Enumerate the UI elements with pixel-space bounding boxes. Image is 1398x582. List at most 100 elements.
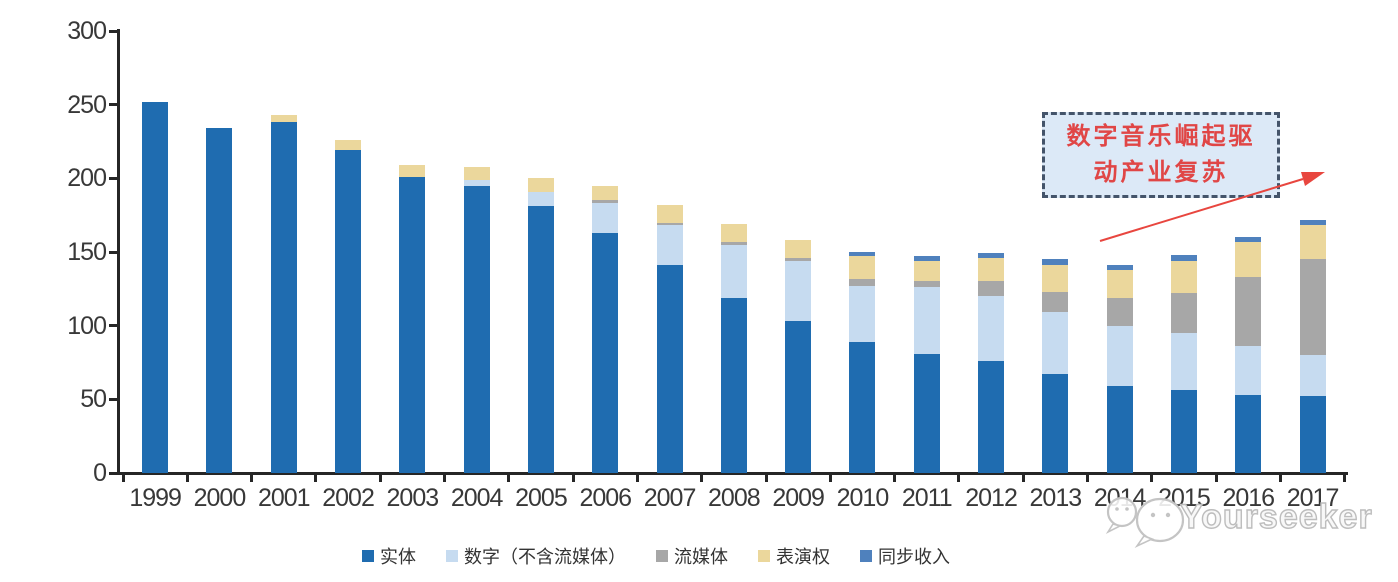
x-tick-mark bbox=[1021, 474, 1025, 482]
x-tick-mark bbox=[1278, 474, 1282, 482]
bar-segment bbox=[720, 241, 747, 245]
x-tick-label: 2016 bbox=[1222, 484, 1275, 512]
y-tick-mark bbox=[109, 29, 118, 33]
bar-segment bbox=[1170, 293, 1197, 334]
bar-segment bbox=[1042, 265, 1069, 292]
x-tick-mark bbox=[828, 474, 832, 482]
legend-label: 实体 bbox=[380, 547, 416, 567]
legend: 实体 数字（不含流媒体） 流媒体 表演权 同步收入 bbox=[362, 543, 950, 569]
legend-item: 数字（不含流媒体） bbox=[446, 543, 626, 569]
x-tick-label: 2008 bbox=[708, 484, 761, 512]
bar-segment bbox=[335, 150, 362, 473]
bar-segment bbox=[206, 128, 233, 473]
bar-segment bbox=[1299, 219, 1326, 226]
bar-segment bbox=[592, 200, 619, 204]
y-tick-mark bbox=[109, 471, 118, 475]
x-tick-mark bbox=[1150, 474, 1154, 482]
x-tick-label: 2009 bbox=[772, 484, 825, 512]
legend-swatch-icon bbox=[362, 550, 374, 562]
legend-item: 同步收入 bbox=[860, 543, 950, 569]
x-tick-mark bbox=[250, 474, 254, 482]
y-tick-label: 300 bbox=[67, 17, 107, 45]
bar-segment bbox=[1042, 291, 1069, 313]
bar-segment bbox=[978, 361, 1005, 473]
bar-segment bbox=[1299, 259, 1326, 356]
y-axis-line bbox=[117, 29, 120, 475]
bar-segment bbox=[527, 178, 554, 192]
bar-segment bbox=[720, 224, 747, 242]
bar-segment bbox=[463, 179, 490, 186]
y-tick-label: 200 bbox=[67, 164, 107, 193]
bar-segment bbox=[1042, 374, 1069, 473]
bar-segment bbox=[978, 253, 1005, 258]
bar-segment bbox=[527, 191, 554, 207]
bar-segment bbox=[785, 321, 812, 473]
bar-segment bbox=[592, 203, 619, 233]
legend-item: 实体 bbox=[362, 543, 416, 569]
legend-swatch-icon bbox=[860, 550, 872, 562]
x-tick-label: 2002 bbox=[322, 484, 375, 512]
bar-segment bbox=[399, 165, 426, 177]
x-tick-mark bbox=[443, 474, 446, 482]
x-tick-mark bbox=[378, 474, 382, 482]
y-tick-mark bbox=[109, 250, 118, 254]
x-tick-mark bbox=[507, 474, 511, 482]
x-tick-label: 1999 bbox=[129, 484, 182, 512]
bar-segment bbox=[527, 206, 554, 473]
bar-segment bbox=[270, 114, 297, 123]
bar-segment bbox=[849, 252, 876, 257]
x-axis-line bbox=[115, 472, 1348, 475]
y-tick-label: 0 bbox=[93, 459, 107, 487]
bar-segment bbox=[913, 281, 940, 288]
bar-segment bbox=[978, 281, 1005, 297]
x-tick-mark bbox=[700, 474, 704, 482]
bar-segment bbox=[849, 278, 876, 286]
bar-segment bbox=[656, 222, 683, 226]
bar-segment bbox=[335, 140, 362, 151]
bar-segment bbox=[785, 240, 812, 258]
annotation-arrowhead-icon bbox=[1301, 172, 1325, 186]
bar-segment bbox=[849, 341, 876, 473]
bar-segment bbox=[142, 101, 169, 473]
x-tick-label: 2007 bbox=[643, 484, 697, 512]
bar-segment bbox=[720, 297, 747, 473]
bar-segment bbox=[656, 204, 683, 223]
x-tick-label: 2001 bbox=[257, 484, 311, 512]
x-tick-mark bbox=[1086, 474, 1089, 482]
bar-segment bbox=[1235, 237, 1262, 242]
annotation-text-line1: 数字音乐崛起驱 bbox=[1066, 123, 1256, 150]
bar-segment bbox=[1106, 386, 1133, 473]
x-tick-label: 2012 bbox=[965, 484, 1018, 512]
bar-segment bbox=[1106, 297, 1133, 326]
legend-swatch-icon bbox=[446, 550, 458, 562]
x-tick-label: 2006 bbox=[579, 484, 632, 512]
x-tick-label: 2004 bbox=[450, 484, 504, 512]
bar-segment bbox=[1170, 333, 1197, 391]
x-tick-mark bbox=[571, 474, 575, 482]
bar-segment bbox=[1042, 312, 1069, 375]
bar-segment bbox=[913, 260, 940, 282]
bar-segment bbox=[1170, 260, 1197, 294]
bar-segment bbox=[270, 122, 297, 473]
legend-swatch-icon bbox=[758, 550, 770, 562]
x-tick-label: 2011 bbox=[901, 484, 953, 512]
watermark-text: Yourseeker bbox=[1179, 497, 1373, 536]
legend-label: 数字（不含流媒体） bbox=[464, 547, 626, 567]
y-tick-label: 250 bbox=[67, 90, 107, 119]
x-tick-mark bbox=[314, 474, 318, 482]
bar-segment bbox=[1235, 346, 1262, 395]
x-tick-mark bbox=[635, 474, 639, 482]
bar-segment bbox=[1235, 277, 1262, 347]
x-tick-mark bbox=[893, 474, 897, 482]
bar-segment bbox=[463, 185, 490, 473]
x-tick-mark bbox=[957, 474, 961, 482]
bar-segment bbox=[656, 265, 683, 473]
y-tick-label: 50 bbox=[80, 385, 107, 414]
legend-item: 表演权 bbox=[758, 543, 830, 569]
bar-segment bbox=[592, 232, 619, 473]
bar-segment bbox=[1106, 265, 1133, 270]
bar-segment bbox=[849, 285, 876, 342]
x-tick-label: 2017 bbox=[1286, 484, 1340, 512]
x-tick-mark bbox=[185, 474, 189, 482]
